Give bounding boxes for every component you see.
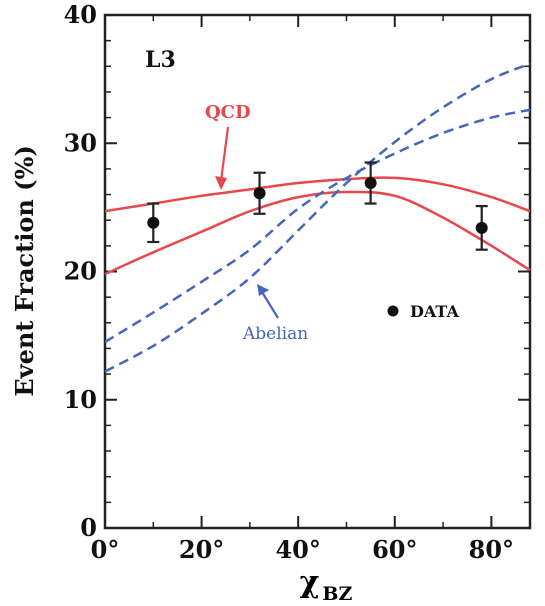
experiment-label: L3 [145,47,176,73]
data-point [475,221,488,234]
x-axis-ticks: 0° 20° 40° 60° 80° [91,15,514,564]
x-tick-label: 40° [275,535,320,564]
qcd-annotation-arrow [219,126,230,182]
x-tick-label: 80° [469,535,514,564]
x-tick-label: 20° [179,535,224,564]
legend-data-label: DATA [410,302,459,321]
y-axis-title: Event Fraction (%) [10,145,39,396]
data-point [364,177,377,190]
x-axis-subscript: BZ [322,583,352,605]
x-tick-label: 60° [372,535,417,564]
legend-data-marker [387,305,399,317]
qcd-curve-upper [104,176,531,213]
x-axis-title: χ BZ [300,565,353,605]
abelian-annotation-label: Abelian [242,324,308,344]
y-tick-label: 40 [64,0,97,29]
data-point [253,187,266,200]
qcd-curve-lower [104,190,531,276]
plot-frame [103,13,532,530]
x-axis-symbol: χ [300,565,320,600]
abelian-arrow-head [257,284,269,296]
x-tick-label: 0° [91,535,120,564]
y-axis-ticks: 0 10 20 30 40 [64,0,530,542]
abelian-curve-upper [104,108,531,344]
data-point [147,216,160,229]
y-tick-label: 0 [80,513,97,542]
qcd-arrow-head [215,176,227,190]
theory-curves [104,62,531,373]
data-points [147,161,488,251]
y-tick-label: 20 [64,257,97,286]
y-tick-label: 30 [64,128,97,157]
qcd-annotation-label: QCD [205,102,251,123]
y-tick-label: 10 [64,385,97,414]
abelian-annotation-arrow [261,291,279,319]
abelian-curve-lower [104,62,531,373]
